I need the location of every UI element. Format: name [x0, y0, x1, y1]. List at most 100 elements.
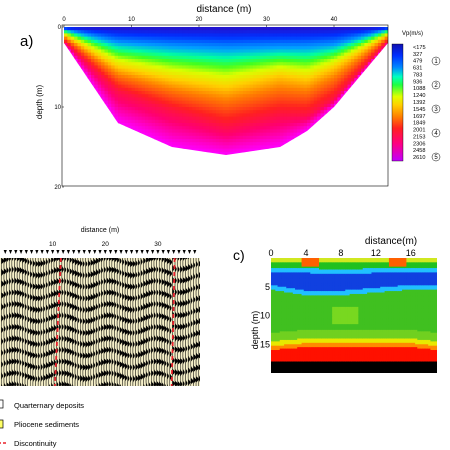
tomogram-cell — [141, 100, 146, 105]
tomogram-cell — [266, 126, 271, 130]
tomogram-cell — [124, 65, 129, 69]
tomogram-cell — [165, 52, 170, 57]
tomogram-cell — [91, 27, 95, 31]
tomogram-cell — [185, 87, 190, 92]
tomogram-cell — [281, 263, 285, 266]
tomogram-cell — [312, 263, 316, 266]
seismic-trace — [174, 258, 178, 386]
tomogram-cell — [344, 94, 348, 98]
tomogram-cell — [226, 97, 230, 101]
tomogram-cell — [310, 100, 315, 105]
tomogram-cell — [299, 298, 302, 301]
tomogram-cell — [310, 345, 313, 348]
tomogram-cell — [275, 362, 278, 365]
tomogram-cell — [246, 97, 251, 101]
tomogram-cell — [277, 270, 281, 273]
tomogram-cell — [313, 107, 318, 111]
tomogram-cell — [131, 94, 136, 98]
tomogram-cell — [118, 33, 122, 37]
tomogram-cell — [246, 52, 251, 57]
tomogram-cell — [185, 97, 190, 101]
tomogram-cell — [330, 75, 335, 79]
tomogram-cell — [215, 110, 220, 114]
tomogram-cell — [138, 62, 143, 66]
tomogram-cell — [242, 100, 247, 105]
tomogram-cell — [292, 328, 296, 331]
tomogram-cell — [284, 334, 287, 337]
tomogram-cell — [212, 81, 217, 85]
tomogram-cell — [310, 332, 313, 335]
tomogram-cell — [195, 68, 200, 73]
tomogram-cell — [269, 39, 274, 44]
tomogram-cell — [212, 91, 217, 95]
tomogram-cell — [128, 100, 132, 105]
tomogram-cell — [284, 352, 287, 355]
tomogram-cell — [232, 116, 237, 121]
tomogram-cell — [319, 315, 322, 318]
tomogram-cell — [148, 126, 153, 130]
tomogram-cell — [292, 263, 296, 266]
seismic-trace — [48, 258, 52, 386]
tomogram-cell — [212, 139, 217, 143]
tomogram-cell — [273, 272, 276, 275]
tomogram-cell — [269, 107, 274, 111]
tomogram-cell — [307, 87, 311, 92]
tomogram-cell — [319, 329, 322, 332]
tomogram-cell — [364, 52, 369, 57]
tomogram-cell — [114, 46, 119, 50]
tomogram-cell — [288, 318, 292, 321]
tomogram-cell — [288, 322, 292, 325]
tomogram-cell — [84, 71, 89, 76]
tomogram-cell — [239, 94, 244, 98]
tomogram-cell — [148, 71, 153, 76]
tomogram-cell — [182, 36, 186, 41]
tomogram-cell — [232, 65, 237, 69]
tomogram-cell — [151, 71, 156, 76]
seismic-trace — [114, 258, 118, 386]
tomogram-cell — [299, 269, 302, 272]
tomogram-cell — [161, 123, 166, 127]
colorbar-tick-label: 2001 — [413, 128, 425, 134]
tomogram-cell — [239, 84, 244, 89]
tomogram-cell — [296, 81, 301, 85]
tomogram-cell — [256, 62, 261, 66]
tomogram-cell — [168, 123, 173, 127]
tomogram-cell — [273, 281, 276, 283]
tomogram-cell — [155, 116, 159, 121]
tomogram-cell — [138, 43, 143, 47]
tomogram-cell — [138, 39, 143, 44]
tomogram-cell — [279, 371, 283, 373]
tomogram-cell — [303, 100, 308, 105]
tomogram-cell — [277, 276, 281, 279]
tomogram-cell — [219, 81, 224, 85]
tomogram-cell — [357, 43, 362, 47]
tomogram-cell — [284, 301, 287, 303]
tomogram-cell — [205, 97, 210, 101]
tomogram-cell — [209, 91, 213, 95]
tomogram-cell — [286, 318, 289, 321]
tomogram-cell — [354, 81, 359, 85]
tomogram-cell — [249, 113, 254, 117]
tomogram-cell — [158, 129, 163, 133]
seismic-trace — [40, 258, 44, 386]
tomogram-cell — [286, 135, 291, 140]
tomogram-cell — [312, 328, 316, 331]
tomogram-cell — [219, 33, 224, 37]
tomogram-cell — [319, 334, 322, 337]
tomogram-cell — [192, 100, 197, 105]
tomogram-cell — [301, 342, 305, 345]
tomogram-cell — [188, 43, 193, 47]
tomogram-cell — [222, 87, 227, 92]
tomogram-cell — [288, 258, 292, 260]
tomogram-cell — [124, 55, 129, 60]
tomogram-cell — [281, 268, 285, 270]
tomogram-cell — [350, 33, 355, 37]
tomogram-cell — [67, 27, 72, 31]
tomogram-cell — [314, 268, 318, 270]
tomogram-cell — [357, 55, 362, 60]
tomogram-cell — [172, 126, 176, 130]
tomogram-cell — [344, 62, 348, 66]
tomogram-cell — [295, 265, 298, 268]
tomogram-cell — [295, 335, 298, 338]
tomogram-cell — [155, 135, 159, 140]
